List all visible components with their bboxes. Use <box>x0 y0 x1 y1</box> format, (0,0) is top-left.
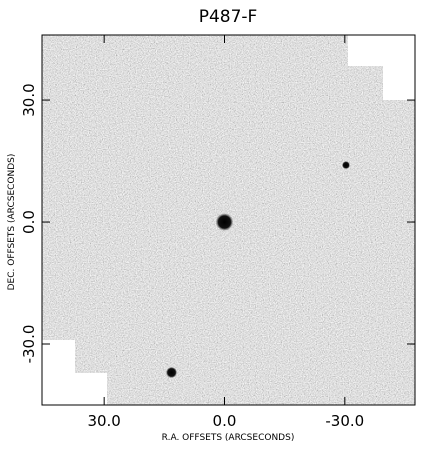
y-tick-label: -30.0 <box>20 325 38 364</box>
x-tick-label: -30.0 <box>325 412 364 430</box>
source <box>342 161 351 170</box>
chart-title: P487-F <box>199 7 258 27</box>
mask-region <box>348 35 415 100</box>
plot-frame <box>41 34 416 406</box>
mask-region <box>42 340 107 405</box>
y-axis-label: DEC. OFFSETS (ARCSECONDS) <box>7 154 17 291</box>
x-tick-label: 30.0 <box>87 412 120 430</box>
source <box>165 366 178 379</box>
y-tick-label: 0.0 <box>20 210 38 234</box>
y-tick-label: 30.0 <box>20 83 38 116</box>
x-tick-label: 0.0 <box>213 412 237 430</box>
sources <box>165 161 351 379</box>
x-axis-label: R.A. OFFSETS (ARCSECONDS) <box>162 433 295 443</box>
source <box>215 213 234 231</box>
